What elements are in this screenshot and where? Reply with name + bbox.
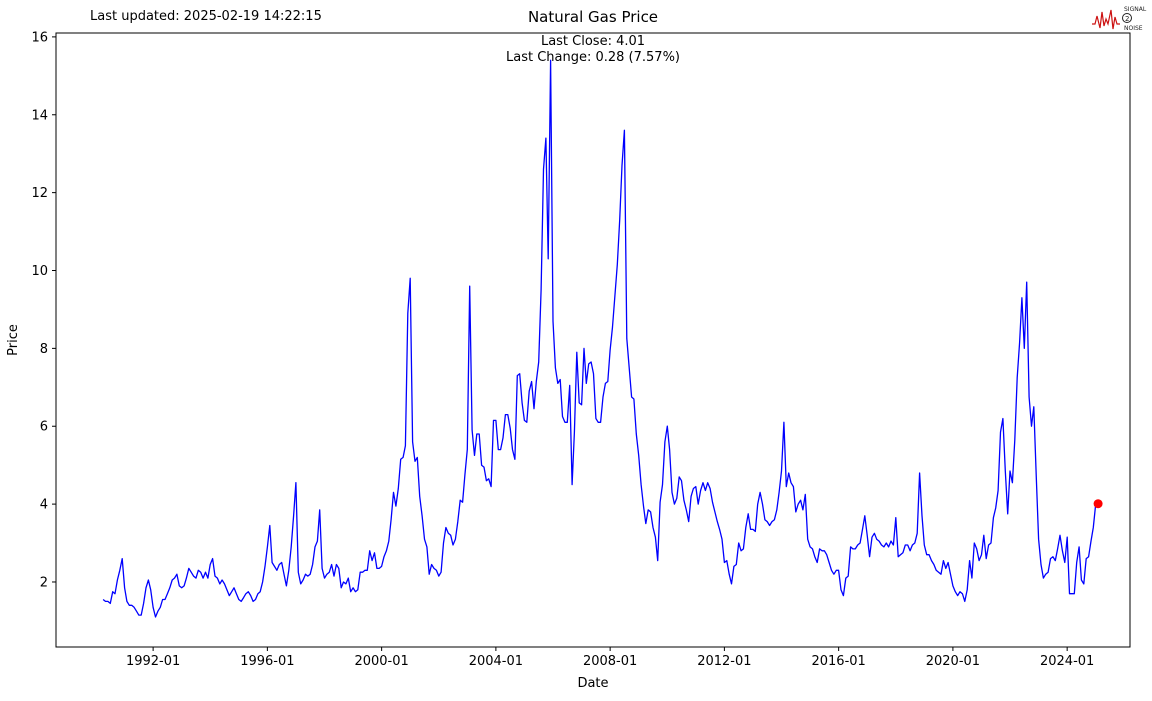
x-tick-label: 2004-01 <box>469 654 523 669</box>
x-tick-label: 1992-01 <box>126 654 180 669</box>
y-tick-label: 4 <box>40 498 48 513</box>
x-tick-label: 2016-01 <box>811 654 865 669</box>
chart-subtitle: Last Close: 4.01 Last Change: 0.28 (7.57… <box>56 34 1130 66</box>
x-tick-label: 2000-01 <box>354 654 408 669</box>
y-tick-label: 8 <box>40 342 48 357</box>
axes-box <box>55 32 1131 648</box>
y-tick-label: 14 <box>31 108 48 123</box>
last-close-text: Last Close: 4.01 <box>540 34 646 49</box>
x-axis-label: Date <box>577 676 609 691</box>
logo-text-2: 2 <box>1125 15 1129 23</box>
last-updated-text: Last updated: 2025-02-19 14:22:15 <box>90 9 322 24</box>
logo-text-noise: NOISE <box>1124 25 1143 32</box>
price-series-line <box>102 59 1099 618</box>
x-tick-label: 2012-01 <box>697 654 751 669</box>
y-axis-label: Price <box>6 324 21 356</box>
signal2noise-waveform-icon: SIGNAL 2 NOISE <box>1092 6 1147 32</box>
last-change-text: Last Change: 0.28 (7.57%) <box>505 50 680 65</box>
y-tick-label: 2 <box>40 575 48 590</box>
y-tick-label: 6 <box>40 420 48 435</box>
x-tick-label: 2024-01 <box>1040 654 1094 669</box>
x-tick-label: 1996-01 <box>240 654 294 669</box>
y-tick-label: 10 <box>31 264 48 279</box>
logo-text-signal: SIGNAL <box>1124 6 1147 13</box>
signal2noise-logo: SIGNAL 2 NOISE <box>1091 2 1149 34</box>
x-tick-label: 2008-01 <box>583 654 637 669</box>
y-tick-label: 12 <box>31 186 48 201</box>
last-close-marker-dot <box>1093 499 1103 509</box>
x-tick-label: 2020-01 <box>926 654 980 669</box>
y-tick-label: 16 <box>31 30 48 45</box>
chart-title: Natural Gas Price <box>527 8 659 26</box>
